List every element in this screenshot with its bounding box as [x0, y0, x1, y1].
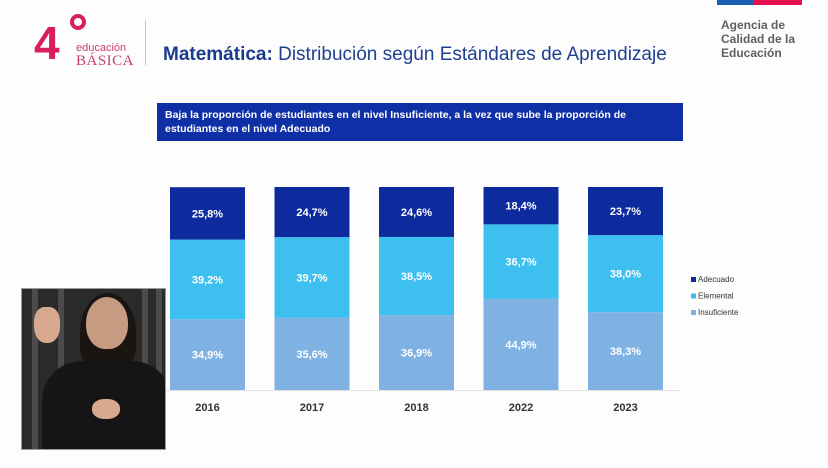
data-label-elemental-2022: 36,7% [505, 257, 536, 269]
bar-segment-insuficiente-2016 [170, 319, 245, 390]
data-label-adecuado-2018: 24,6% [401, 207, 432, 219]
data-label-elemental-2016: 39,2% [192, 274, 223, 286]
data-label-insuficiente-2016: 34,9% [192, 350, 223, 362]
bar-segment-adecuado-2023 [588, 187, 663, 236]
data-label-insuficiente-2018: 36,9% [401, 348, 432, 360]
agency-line-2: Calidad de la [721, 32, 796, 46]
page-title: Matemática: Distribución según Estándare… [163, 44, 667, 66]
x-tick-label-2016: 2016 [195, 402, 219, 414]
x-tick-label-2018: 2018 [404, 402, 428, 414]
bar-segment-elemental-2023 [588, 235, 663, 313]
bar-segment-insuficiente-2022 [483, 298, 559, 390]
interpreter-hand [92, 399, 120, 419]
key-finding-banner: Baja la proporción de estudiantes en el … [157, 103, 683, 141]
bar-segment-elemental-2016 [170, 239, 245, 320]
logo-line1: educación [76, 42, 127, 54]
title-subject: Matemática: [163, 44, 273, 65]
legend-label-adecuado: Adecuado [698, 275, 735, 284]
data-label-elemental-2023: 38,0% [610, 269, 641, 281]
bar-segment-adecuado-2016 [170, 187, 245, 240]
agency-line-1: Agencia de [721, 18, 786, 32]
legend-swatch-elemental [691, 293, 696, 299]
data-label-adecuado-2023: 23,7% [610, 206, 641, 218]
sign-language-interpreter-video [21, 288, 166, 450]
data-label-adecuado-2016: 25,8% [192, 208, 223, 220]
bar-segment-insuficiente-2017 [274, 317, 350, 390]
data-label-adecuado-2022: 18,4% [505, 201, 536, 213]
video-background-stripe [156, 289, 162, 449]
bar-segment-insuficiente-2018 [379, 315, 454, 390]
bar-segment-adecuado-2017 [274, 187, 350, 238]
bar-segment-elemental-2022 [483, 224, 559, 299]
bar-segment-adecuado-2022 [483, 187, 559, 225]
bar-segment-elemental-2017 [274, 237, 350, 318]
title-description: Distribución según Estándares de Aprendi… [272, 44, 667, 65]
data-label-insuficiente-2023: 38,3% [610, 346, 641, 358]
data-label-insuficiente-2017: 35,6% [296, 349, 327, 361]
bar-segment-insuficiente-2023 [588, 312, 663, 390]
bar-segment-adecuado-2018 [379, 187, 454, 237]
data-label-insuficiente-2022: 44,9% [505, 339, 536, 351]
video-background-stripe [32, 289, 38, 449]
legend-label-elemental: Elemental [698, 292, 734, 301]
x-tick-label-2023: 2023 [613, 402, 637, 414]
data-label-adecuado-2017: 24,7% [296, 207, 327, 219]
header-divider [145, 20, 146, 65]
data-label-elemental-2017: 39,7% [296, 272, 327, 284]
agency-logo-text: Agencia de Calidad de la Educación [721, 18, 828, 60]
data-label-elemental-2018: 38,5% [401, 271, 432, 283]
x-tick-label-2022: 2022 [509, 402, 533, 414]
legend-swatch-adecuado [691, 277, 696, 282]
degree-symbol-icon [70, 14, 86, 30]
brand-stripe-blue [717, 0, 753, 5]
bar-segment-elemental-2018 [379, 236, 454, 316]
legend-label-insuficiente: Insuficiente [698, 308, 739, 317]
x-tick-label-2017: 2017 [300, 402, 324, 414]
brand-stripe-red [753, 0, 802, 5]
legend-swatch-insuficiente [691, 310, 696, 315]
interpreter-raised-hand [34, 307, 60, 343]
logo-line2: BÁSICA [76, 53, 135, 69]
logo-number: 4 [34, 17, 60, 69]
interpreter-face [86, 297, 128, 349]
agency-line-3: Educación [721, 46, 782, 60]
